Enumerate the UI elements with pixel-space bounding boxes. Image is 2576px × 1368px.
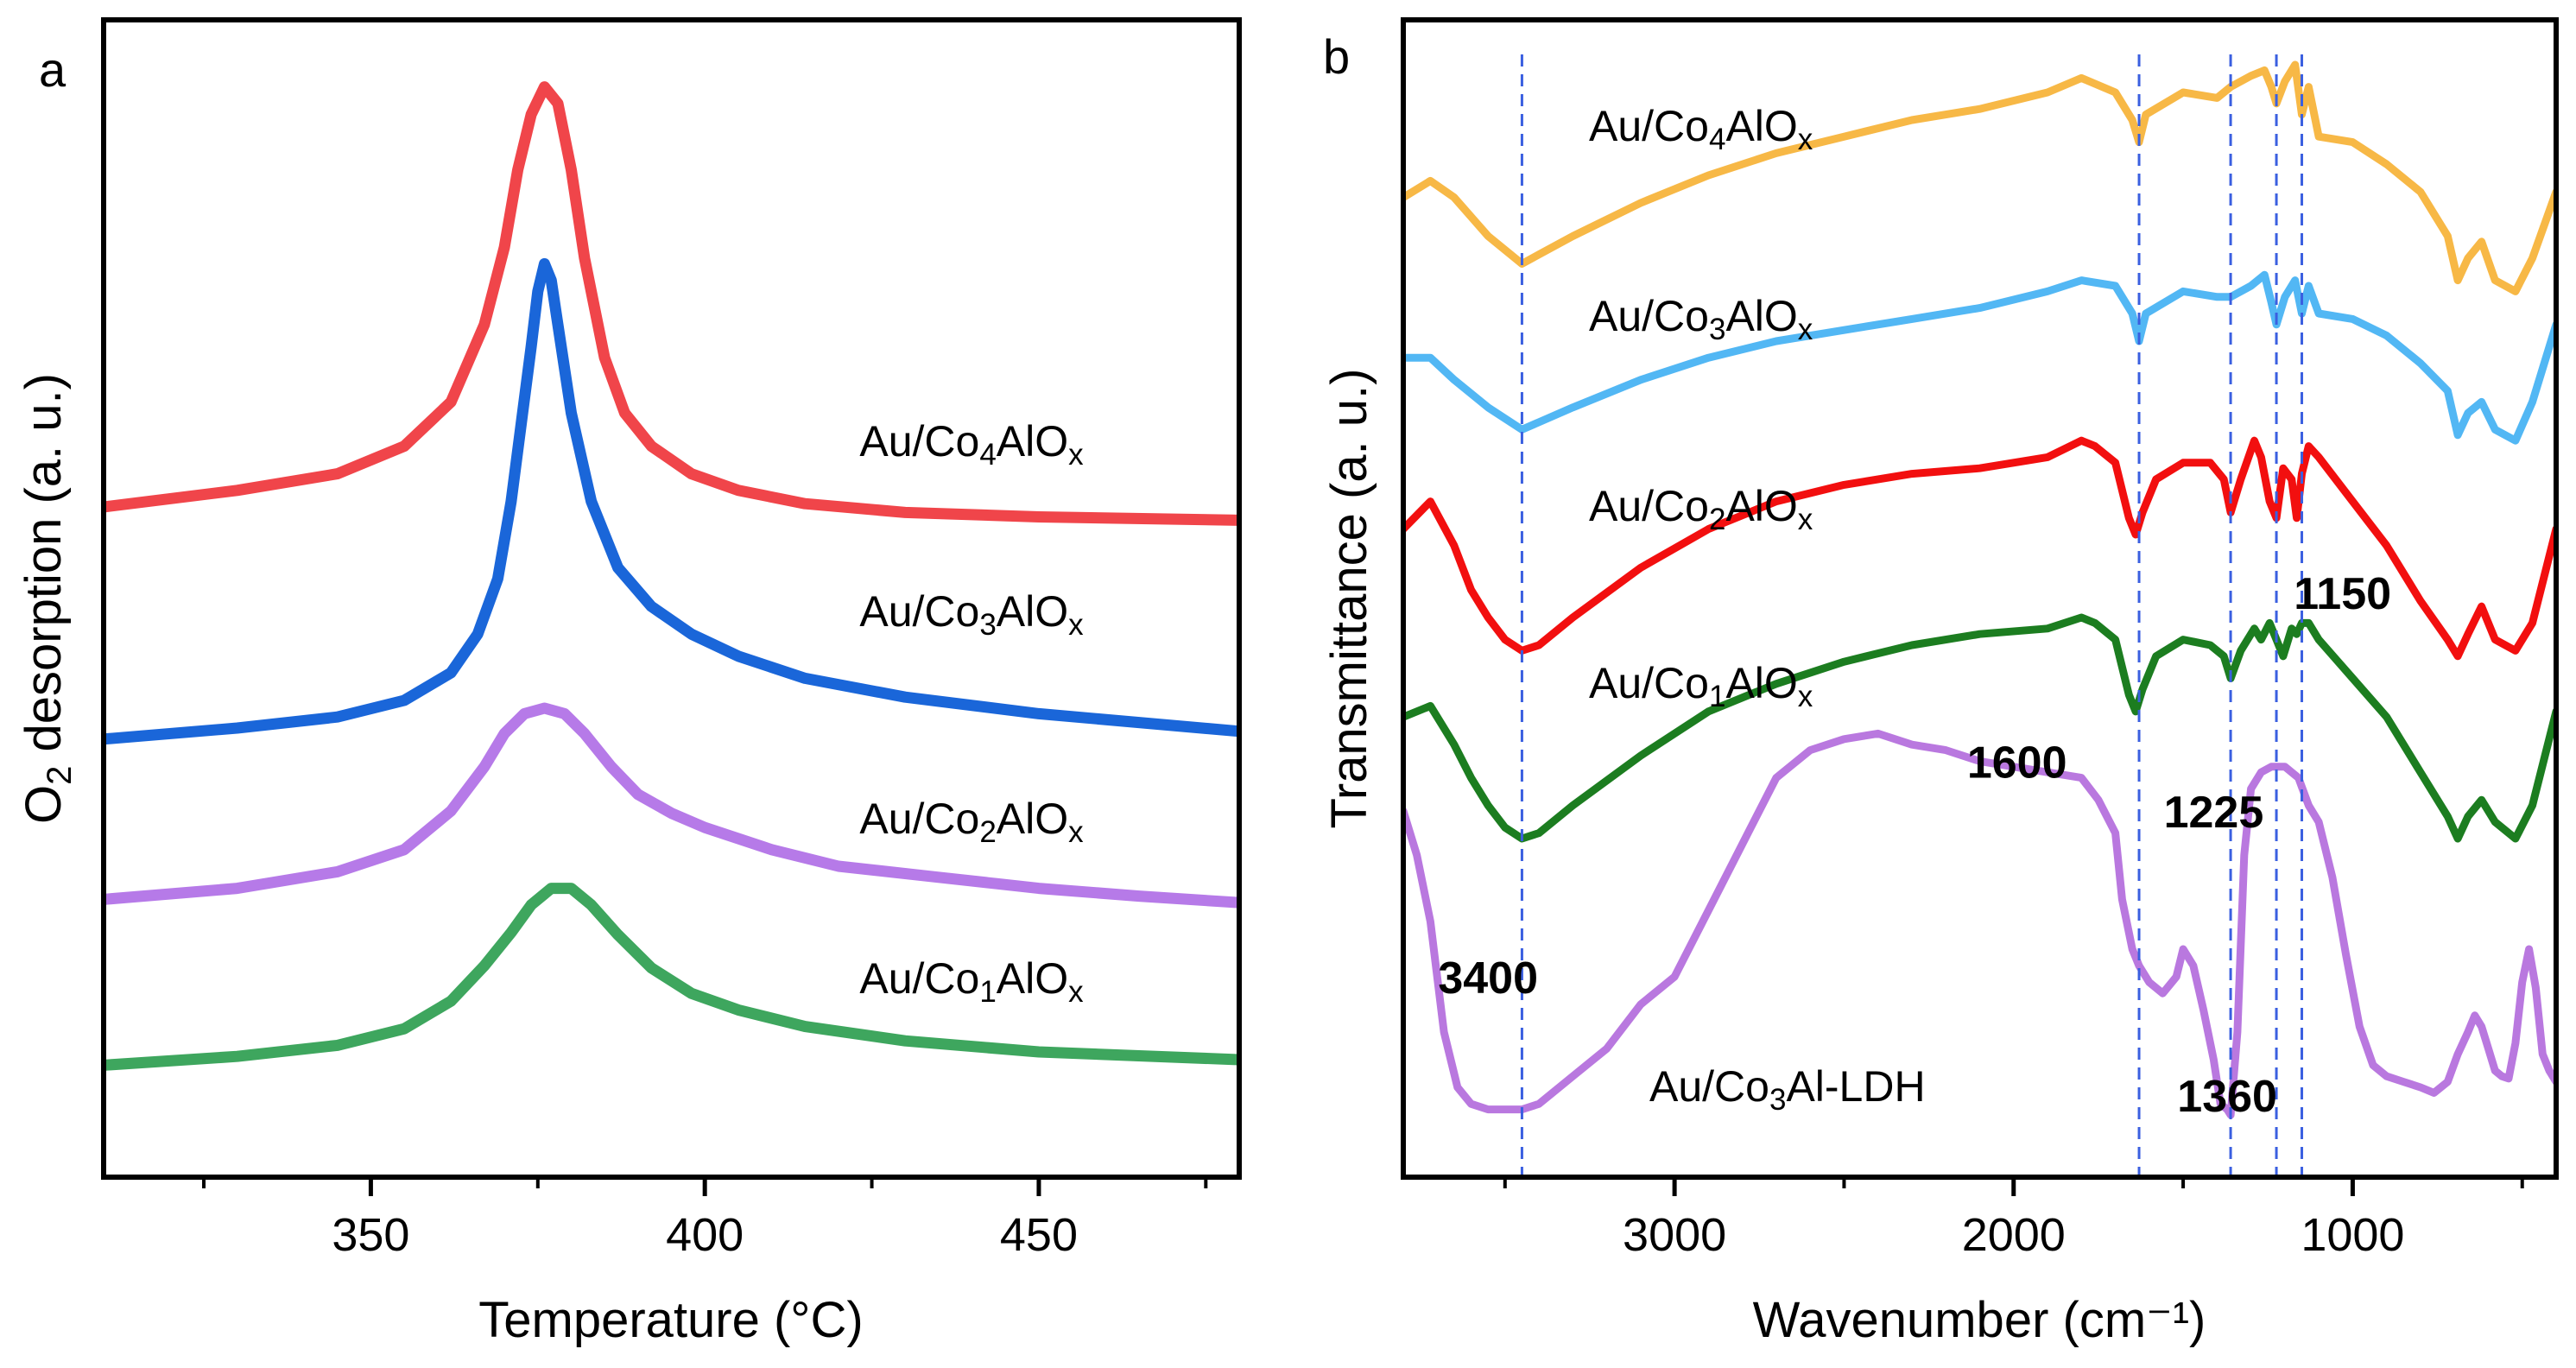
panel-b-series-line-au-co3alox [1403, 270, 2556, 445]
panel-b-x-ticks: 3000 2000 1000 [1503, 1177, 2524, 1261]
panel-b-x-tick-label: 2000 [1962, 1209, 2066, 1261]
panel-b: 3000 2000 1000 Au/Co4AlOx Au/Co3AlOx Au/Co2A… [1321, 17, 2559, 1348]
panel-b-peak-annotations: 3400 1600 1225 1150 1360 [1438, 569, 2391, 1122]
panel-b-x-tick-label: 3000 [1623, 1209, 1726, 1261]
panel-b-x-tick-label: 1000 [2301, 1209, 2404, 1261]
panel-b-series-line-au-co4alox [1403, 60, 2556, 295]
panel-a-x-tick-label: 400 [666, 1209, 744, 1261]
panel-a-y-axis-title: O2 desorption (a. u.) [16, 373, 79, 824]
panel-a-x-ticks: 350 400 450 [202, 1177, 1208, 1261]
panel-a-series-line-au-co2alox [104, 702, 1239, 909]
panel-b-series-label-au-co1alox: Au/Co1AlOx [1589, 659, 1813, 713]
panel-a-series-labels: Au/Co4AlOx Au/Co3AlOx Au/Co2AlOx Au/Co1AlOx [859, 417, 1084, 1009]
panel-b-series-label-au-co3al-ldh: Au/Co3Al-LDH [1649, 1062, 1926, 1117]
panel-b-x-axis-title: Wavenumber (cm⁻¹) [1753, 1292, 2206, 1348]
panel-a-frame [101, 17, 1242, 1180]
panel-b-series-line-au-co3al-ldh [1403, 729, 2556, 1119]
panel-a-x-tick-label: 350 [332, 1209, 409, 1261]
panel-a-series-label-au-co2alox: Au/Co2AlOx [859, 795, 1084, 849]
panel-b-letter: b [1323, 29, 1350, 84]
panel-a-series-label-au-co3alox: Au/Co3AlOx [859, 587, 1084, 642]
panel-a-series-label-au-co1alox: Au/Co1AlOx [859, 954, 1084, 1009]
panel-a-series-line-au-co3alox [104, 257, 1239, 745]
panel-b-series-line-au-co1alox [1403, 613, 2556, 843]
panel-b-annotation-1225: 1225 [2164, 788, 2264, 838]
panel-a-letter: a [39, 42, 66, 97]
panel-b-annotation-3400: 3400 [1438, 953, 1538, 1004]
panel-a-series-line-au-co1alox [104, 883, 1239, 1071]
panel-a-x-tick-label: 450 [1000, 1209, 1078, 1261]
panel-b-series-line-au-co2alox [1403, 436, 2556, 661]
panel-b-frame [1401, 17, 2559, 1180]
panel-b-series-label-au-co4alox: Au/Co4AlOx [1589, 102, 1813, 156]
panel-a-series-label-au-co4alox: Au/Co4AlOx [859, 417, 1084, 472]
panel-a-series-line-au-co4alox [104, 81, 1239, 526]
panel-a-x-axis-title: Temperature (°C) [478, 1292, 863, 1348]
panel-b-reference-lines [1520, 54, 2304, 1177]
panel-b-series-label-au-co3alox: Au/Co3AlOx [1589, 292, 1813, 346]
panel-b-annotation-1150: 1150 [2294, 569, 2391, 619]
panel-a: 350 400 450 Au/Co4AlOx Au/Co3AlOx Au/Co2AlOx… [16, 17, 1242, 1348]
panel-a-series-group [104, 81, 1239, 1071]
panel-b-series-label-au-co2alox: Au/Co2AlOx [1589, 482, 1813, 536]
panel-b-annotation-1600: 1600 [1967, 738, 2067, 788]
panel-b-series-labels: Au/Co4AlOx Au/Co3AlOx Au/Co2AlOx Au/Co1AlOx… [1589, 102, 1926, 1117]
panel-b-y-axis-title: Transmittance (a. u.) [1321, 369, 1377, 829]
panel-b-annotation-1360: 1360 [2177, 1072, 2277, 1122]
